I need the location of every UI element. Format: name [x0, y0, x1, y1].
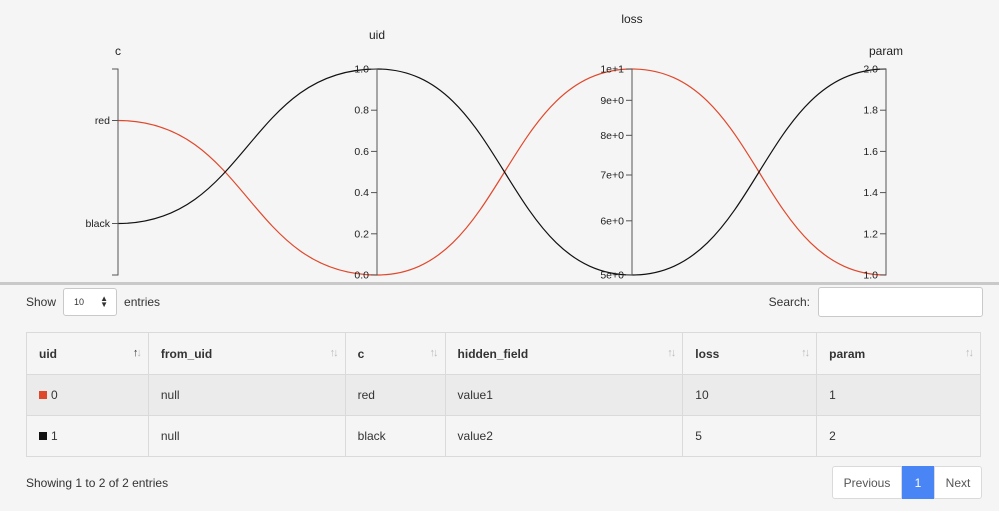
- resize-divider[interactable]: [0, 282, 999, 285]
- column-header-uid[interactable]: uid ↑↓: [26, 332, 149, 375]
- entries-label: entries: [124, 295, 161, 309]
- axis-uid: uid 1.0 0.8 0.6 0.4 0.2 0.0: [354, 28, 385, 282]
- column-header-from-uid[interactable]: from_uid ↑↓: [147, 332, 346, 375]
- cell-c: red: [344, 374, 446, 416]
- page-length-value: 10: [74, 297, 85, 307]
- previous-page-button[interactable]: Previous: [832, 466, 902, 499]
- tick-label: 1e+1: [600, 64, 624, 76]
- axis-loss: loss 1e+1 9e+0 8e+0 7e+0 6e+0 5e+0: [600, 12, 642, 282]
- tick-label: 7e+0: [600, 170, 624, 182]
- cell-hidden-field: value1: [444, 374, 684, 416]
- tick-label: 1.8: [863, 105, 878, 117]
- sort-icon: ↑↓: [801, 347, 810, 359]
- cell-uid: 0: [26, 374, 149, 416]
- tick-label: red: [95, 115, 110, 127]
- show-label: Show: [26, 295, 57, 309]
- sort-icon: ↑↓: [965, 347, 974, 359]
- axis-line-param: [880, 68, 887, 276]
- page-button-1[interactable]: 1: [902, 466, 934, 499]
- tick-label: 0.0: [354, 270, 369, 282]
- tick-label: 0.6: [354, 146, 369, 158]
- axis-title-loss: loss: [621, 12, 642, 26]
- tick-label: 9e+0: [600, 95, 624, 107]
- table-info: Showing 1 to 2 of 2 entries: [26, 476, 169, 490]
- chart-svg: c red black uid 1.0 0.8 0.6 0.4 0.2 0.0 loss 1e+1 9e…: [85, 12, 903, 282]
- axis-line-c: [112, 68, 119, 276]
- cell-param: 1: [816, 374, 981, 416]
- select-arrows-icon: ▲ ▼: [100, 294, 109, 309]
- tick-label: black: [85, 218, 110, 230]
- page-length-select[interactable]: 10 ▲ ▼: [63, 288, 118, 316]
- axis-title-c: c: [115, 44, 121, 58]
- parallel-coordinates-chart: c red black uid 1.0 0.8 0.6 0.4 0.2 0.0 loss 1e+1 9e…: [85, 12, 903, 282]
- table-row[interactable]: 1 null black value2 5 2: [26, 415, 981, 457]
- cell-param: 2: [816, 415, 981, 457]
- next-page-button[interactable]: Next: [934, 466, 982, 499]
- cell-c: black: [344, 415, 446, 457]
- sort-icon: ↑↓: [329, 347, 339, 359]
- tick-label: 1.2: [863, 228, 878, 240]
- tick-label: 1.0: [863, 270, 878, 282]
- column-header-hidden-field[interactable]: hidden_field ↑↓: [444, 332, 684, 375]
- tick-label: 1.4: [863, 187, 878, 199]
- color-swatch-icon: [39, 432, 47, 440]
- tick-label: 0.8: [354, 105, 369, 117]
- tick-label: 8e+0: [600, 130, 624, 142]
- series-line-uid-0: [117, 68, 887, 276]
- column-header-loss[interactable]: loss ↑↓: [682, 332, 818, 375]
- axis-line-uid: [371, 68, 378, 276]
- page-length-control: Show 10 ▲ ▼ entries: [26, 287, 160, 317]
- search-label: Search:: [768, 295, 810, 309]
- tick-label: 1.6: [863, 146, 878, 158]
- search-control: Search:: [769, 287, 983, 317]
- pagination: Previous 1 Next: [832, 466, 982, 499]
- column-header-c[interactable]: c ↑↓: [344, 332, 446, 375]
- axis-title-uid: uid: [369, 28, 385, 42]
- cell-uid: 1: [26, 415, 149, 457]
- table-row[interactable]: 0 null red value1 10 1: [26, 374, 981, 416]
- axis-c: c red black: [85, 44, 121, 276]
- cell-loss: 10: [682, 374, 818, 416]
- tick-label: 5e+0: [600, 270, 624, 282]
- tick-label: 6e+0: [600, 215, 624, 227]
- cell-from-uid: null: [147, 415, 346, 457]
- cell-from-uid: null: [147, 374, 346, 416]
- tick-label: 2.0: [863, 64, 878, 76]
- sort-asc-icon: ↑↓: [132, 347, 142, 359]
- sort-icon: ↑↓: [667, 347, 676, 359]
- cell-hidden-field: value2: [444, 415, 684, 457]
- tick-label: 1.0: [354, 64, 369, 76]
- sort-icon: ↑↓: [429, 347, 439, 359]
- series-lines: [117, 68, 887, 276]
- axis-param: param 2.0 1.8 1.6 1.4 1.2 1.0: [863, 44, 903, 282]
- data-table: uid ↑↓ from_uid ↑↓ c ↑↓ hidden_field ↑↓ loss…: [26, 332, 981, 457]
- cell-loss: 5: [682, 415, 818, 457]
- tick-label: 0.2: [354, 228, 369, 240]
- series-line-uid-1: [117, 68, 887, 276]
- tick-label: 0.4: [354, 187, 369, 199]
- search-input[interactable]: [818, 287, 983, 317]
- column-header-param[interactable]: param ↑↓: [816, 332, 981, 375]
- axis-title-param: param: [869, 44, 903, 58]
- color-swatch-icon: [39, 391, 47, 399]
- table-header-row: uid ↑↓ from_uid ↑↓ c ↑↓ hidden_field ↑↓ loss…: [26, 332, 981, 375]
